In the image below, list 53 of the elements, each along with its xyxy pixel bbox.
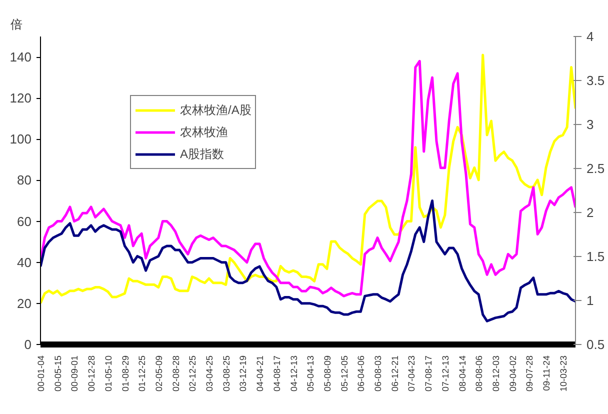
- x-tick-label: 02-12-25: [188, 355, 198, 392]
- y2-tick-label: 1: [586, 293, 594, 308]
- x-tick-label: 05-04-13: [306, 355, 316, 392]
- x-tick-label: 05-12-05: [339, 355, 350, 392]
- legend-label: 农林牧渔: [180, 124, 228, 140]
- x-tick-label: 06-04-06: [356, 355, 366, 392]
- x-tick-label: 01-12-25: [137, 355, 148, 392]
- x-tick-label: 02-08-28: [170, 355, 181, 392]
- x-tick-label: 07-04-23: [406, 355, 417, 392]
- y-tick-label: 60: [17, 214, 32, 229]
- y2-tick-label: 3: [586, 117, 594, 132]
- x-tick-label: 06-12-21: [390, 355, 400, 392]
- x-tick-label: 05-08-09: [322, 355, 332, 392]
- y-tick-label: 100: [10, 132, 32, 147]
- x-tick-label: 08-12-03: [490, 355, 501, 392]
- x-tick-label: 00-05-15: [52, 355, 63, 392]
- x-tick-label: 01-05-10: [103, 355, 114, 392]
- x-tick-label: 09-04-02: [508, 355, 518, 392]
- x-tick-label: 08-04-14: [457, 355, 468, 392]
- x-tick-label: 04-04-21: [255, 355, 266, 392]
- y2-tick-label: 1.5: [586, 249, 605, 264]
- x-tick-label: 04-08-17: [272, 355, 282, 392]
- x-tick-label: 08-08-06: [474, 355, 484, 392]
- x-tick-label: 02-05-09: [154, 355, 164, 392]
- y2-tick-label: 2: [586, 205, 594, 220]
- x-tick-label: 07-08-17: [424, 355, 434, 392]
- y2-tick-label: 0.5: [586, 337, 605, 352]
- x-tick-label: 00-09-01: [70, 355, 80, 392]
- legend-label: A股指数: [180, 146, 224, 162]
- line-series: [40, 200, 576, 322]
- y2-tick-label: 3.5: [586, 73, 605, 88]
- x-tick-label: 00-12-28: [86, 355, 97, 392]
- x-tick-label: 10-03-23: [558, 355, 568, 392]
- x-tick-label: 07-12-13: [440, 355, 450, 392]
- y-axis-title: 倍: [10, 18, 22, 32]
- x-tick-label: 03-12-19: [238, 355, 248, 392]
- x-tick-label: 01-08-29: [120, 355, 130, 392]
- y-tick-label: 80: [17, 172, 32, 188]
- legend-label: 农林牧渔/A股: [180, 102, 252, 118]
- y-tick-label: 0: [24, 337, 32, 352]
- y2-tick-label: 4: [586, 29, 594, 44]
- y-tick-label: 40: [17, 254, 32, 270]
- x-tick-label: 09-11-24: [542, 356, 552, 391]
- y-tick-label: 20: [17, 296, 32, 311]
- x-tick-label: 03-08-25: [221, 355, 232, 392]
- y2-tick-label: 2.5: [586, 161, 605, 176]
- x-tick-label: 09-07-28: [524, 355, 535, 392]
- y-tick-label: 120: [10, 90, 32, 106]
- x-tick-label: 06-08-03: [373, 355, 384, 392]
- x-tick-label: 00-01-04: [36, 355, 46, 392]
- x-tick-label: 03-04-25: [204, 355, 215, 392]
- x-tick-label: 04-12-13: [288, 355, 299, 392]
- y-tick-label: 140: [10, 50, 32, 65]
